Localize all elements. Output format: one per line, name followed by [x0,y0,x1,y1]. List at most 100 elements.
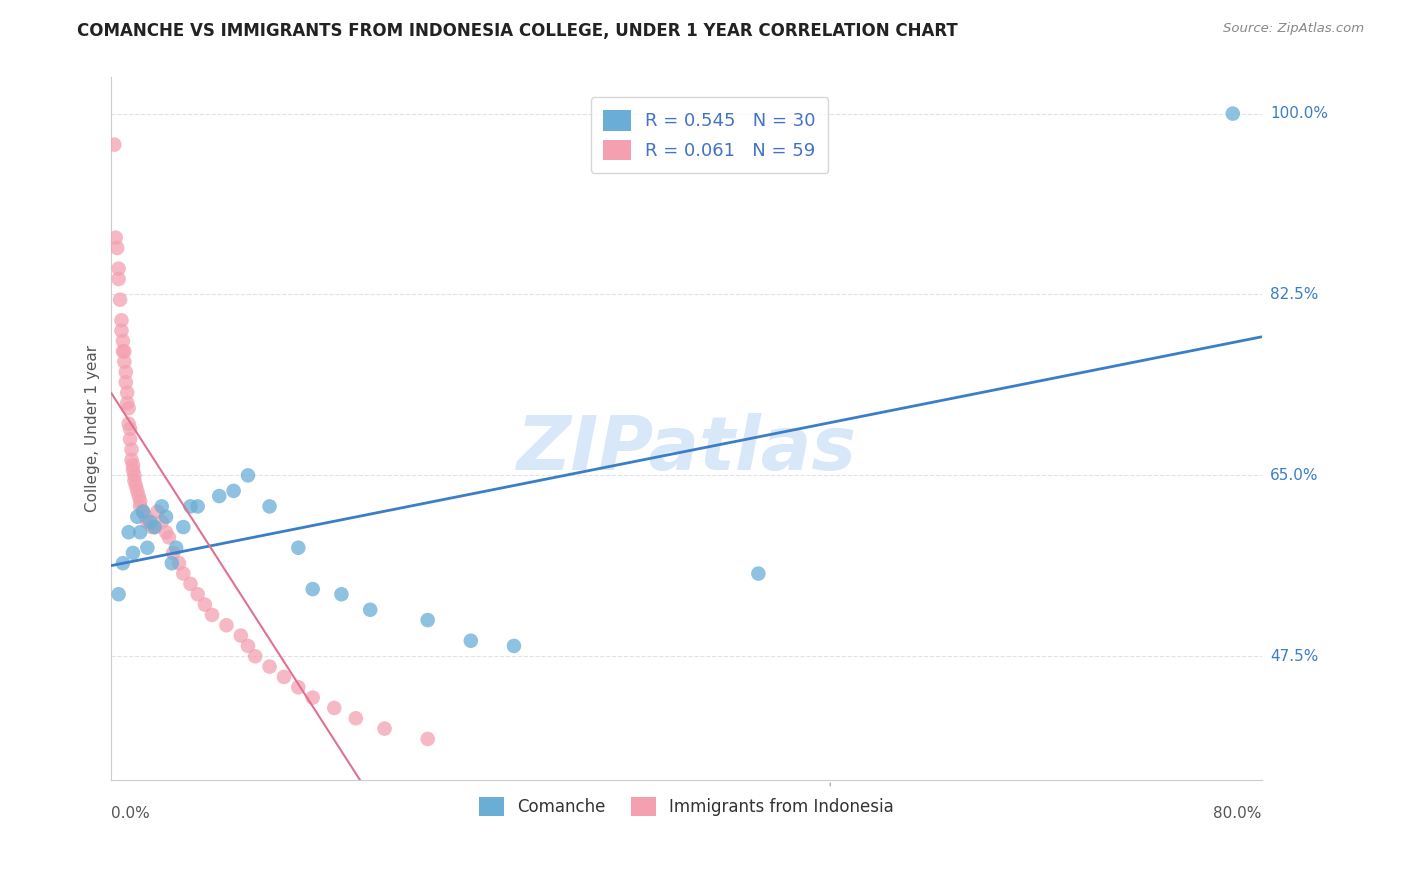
Point [259,500,281,514]
Point [105,241,128,255]
Point [107,587,129,601]
Point [503,639,526,653]
Point [301,690,323,705]
Point [114,376,136,390]
Point [187,500,209,514]
Point [107,261,129,276]
Point [115,385,138,400]
Point [150,515,173,529]
Text: 65.0%: 65.0% [1270,468,1319,483]
Point [111,334,134,348]
Point [243,649,266,664]
Point [187,587,209,601]
Point [129,494,152,508]
Text: COMANCHE VS IMMIGRANTS FROM INDONESIA COLLEGE, UNDER 1 YEAR CORRELATION CHART: COMANCHE VS IMMIGRANTS FROM INDONESIA CO… [77,22,957,40]
Point [111,344,134,359]
Point [215,618,238,632]
Point [111,556,134,570]
Point [165,541,187,555]
Point [287,680,309,694]
Point [236,639,259,653]
Point [124,468,146,483]
Point [115,396,138,410]
Point [114,365,136,379]
Y-axis label: College, Under 1 year: College, Under 1 year [86,345,100,512]
Point [132,504,155,518]
Point [103,137,125,152]
Point [120,422,142,436]
Point [229,629,252,643]
Point [122,463,145,477]
Point [118,401,141,416]
Text: 80.0%: 80.0% [1213,806,1261,822]
Point [129,500,152,514]
Point [146,504,169,518]
Point [172,566,194,581]
Point [155,525,177,540]
Point [194,598,217,612]
Point [112,344,135,359]
Point [107,272,129,286]
Point [120,432,142,446]
Point [157,530,180,544]
Point [110,324,132,338]
Point [150,500,173,514]
Point [143,520,166,534]
Point [287,541,309,555]
Point [122,546,145,560]
Point [141,520,163,534]
Point [129,525,152,540]
Text: 47.5%: 47.5% [1270,648,1319,664]
Point [323,701,346,715]
Point [121,442,143,457]
Point [747,566,769,581]
Point [179,577,201,591]
Point [118,525,141,540]
Point [127,483,149,498]
Text: 82.5%: 82.5% [1270,287,1319,302]
Point [359,603,381,617]
Point [259,659,281,673]
Text: ZIPatlas: ZIPatlas [516,414,856,486]
Text: Source: ZipAtlas.com: Source: ZipAtlas.com [1223,22,1364,36]
Point [136,541,159,555]
Point [416,613,439,627]
Legend: Comanche, Immigrants from Indonesia: Comanche, Immigrants from Indonesia [471,789,903,825]
Point [222,483,245,498]
Point [127,509,149,524]
Point [132,504,155,518]
Point [201,607,224,622]
Point [108,293,131,307]
Point [344,711,367,725]
Point [330,587,353,601]
Point [208,489,231,503]
Point [125,479,148,493]
Point [273,670,295,684]
Point [122,458,145,472]
Point [121,453,143,467]
Point [112,354,135,368]
Point [104,230,127,244]
Text: 100.0%: 100.0% [1270,106,1329,121]
Point [124,474,146,488]
Point [128,489,150,503]
Point [135,509,157,524]
Point [110,313,132,327]
Point [167,556,190,570]
Text: 0.0%: 0.0% [111,806,150,822]
Point [139,515,162,529]
Point [374,722,396,736]
Point [143,520,166,534]
Point [162,546,184,560]
Point [155,509,177,524]
Point [160,556,183,570]
Point [236,468,259,483]
Point [301,582,323,596]
Point [416,731,439,746]
Point [1222,106,1244,120]
Point [172,520,194,534]
Point [136,515,159,529]
Point [460,633,482,648]
Point [179,500,201,514]
Point [118,417,141,431]
